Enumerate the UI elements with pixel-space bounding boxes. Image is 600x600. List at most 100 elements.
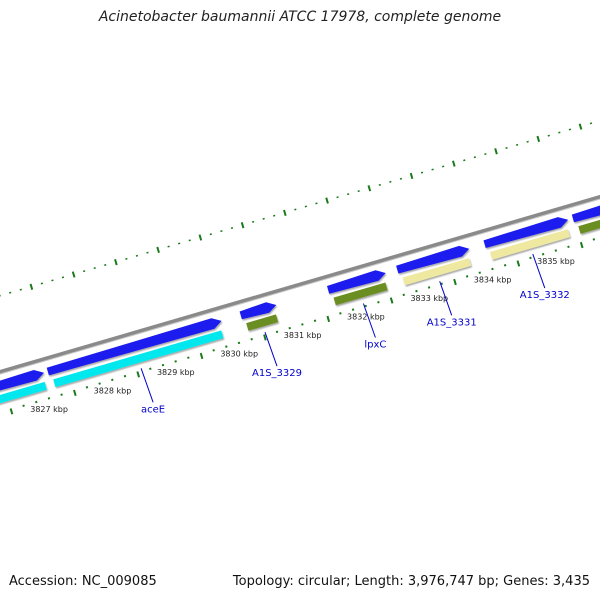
scale-tick-mark [47, 397, 51, 400]
gene-leader-line [439, 281, 453, 316]
gene-label: aceE [141, 404, 165, 415]
outer-tick-mark [451, 160, 456, 167]
backbone-highlight [0, 198, 600, 375]
gene-leader-line [264, 332, 278, 367]
scale-tick-mark [478, 271, 482, 274]
backbone-ring [0, 194, 600, 375]
scale-tick-mark [491, 267, 494, 271]
gene-label: A1S_3331 [427, 317, 477, 328]
cds-arrow [239, 302, 277, 320]
scale-tick-mark [529, 256, 532, 260]
scale-tick-label: 3830 kbp [220, 349, 258, 358]
scale-tick-mark [503, 264, 507, 267]
scale-tick-mark [111, 378, 114, 382]
gene-leader-line [140, 368, 154, 403]
scale-tick-mark [541, 252, 545, 256]
scale-tick-mark [275, 330, 279, 334]
outer-tick-mark [240, 222, 245, 229]
scale-tick-mark [212, 349, 215, 352]
scale-tick-label: 3834 kbp [474, 276, 512, 285]
scale-tick-mark [73, 389, 77, 397]
scale-tick-mark [415, 289, 418, 293]
cds-arrow [571, 205, 600, 223]
scale-tick-mark [136, 371, 140, 378]
outer-tick-mark [283, 209, 287, 217]
cds-arrow [327, 270, 386, 294]
outer-tick-mark [198, 234, 203, 241]
outer-tick-mark [409, 172, 414, 180]
scale-tick-mark [351, 308, 355, 311]
scale-tick-mark [9, 408, 14, 415]
backbone-line [0, 194, 600, 375]
scale-tick-mark [339, 312, 342, 315]
scale-tick-label: 3833 kbp [410, 294, 448, 303]
scale-tick-mark [377, 301, 380, 304]
outer-tick-mark [536, 135, 541, 143]
scale-tick-label: 3828 kbp [94, 386, 132, 395]
scale-tick-mark [301, 323, 304, 326]
scale-tick-label: 3829 kbp [157, 368, 195, 377]
gene-leader-line [532, 253, 546, 289]
cds-arrow [396, 245, 470, 274]
gene-leader-line [362, 303, 376, 338]
cog-block [0, 381, 47, 404]
scale-tick-ring [9, 238, 596, 415]
scale-tick-mark [123, 374, 127, 378]
scale-tick-mark [288, 326, 291, 330]
scale-tick-mark [149, 367, 152, 371]
cds-arrow [483, 217, 569, 248]
scale-tick-label: 3831 kbp [284, 331, 322, 340]
label-layer: 3827 kbp 3828 kbp 3829 kbp 3830 kbp 3831 kbp… [30, 253, 575, 415]
cog-block [578, 219, 600, 234]
scale-tick-mark [427, 286, 431, 289]
scale-tick-mark [22, 404, 25, 407]
outer-tick-mark [494, 148, 498, 155]
gene-label: A1S_3329 [252, 368, 302, 379]
outer-tick-mark [325, 197, 329, 204]
outer-tick-mark [71, 271, 76, 278]
scale-tick-mark [364, 304, 367, 308]
scale-tick-mark [225, 345, 228, 348]
scale-tick-label: 3832 kbp [347, 312, 385, 321]
gene-label: lpxC [364, 340, 386, 351]
outer-tick-mark [578, 123, 583, 130]
scale-tick-mark [389, 297, 394, 304]
scale-tick-mark [440, 282, 444, 286]
scale-tick-mark [35, 400, 38, 404]
scale-tick-mark [237, 341, 241, 345]
map-title: Acinetobacter baumannii ATCC 17978, comp… [98, 9, 502, 25]
scale-tick-mark [187, 356, 190, 359]
scale-tick-mark [402, 293, 405, 297]
topology-text: Topology: circular; Length: 3,976,747 bp… [232, 574, 590, 589]
cog-block [333, 282, 388, 306]
scale-tick-label: 3835 kbp [537, 257, 575, 266]
accession-text: Accession: NC_009085 [9, 574, 157, 589]
scale-tick-mark [567, 245, 570, 249]
outer-tick-mark [367, 185, 372, 192]
outer-tick-mark [29, 283, 34, 290]
scale-tick-mark [199, 352, 204, 360]
feature-ring [0, 205, 600, 404]
cog-block [402, 258, 472, 286]
gene-label: A1S_3332 [520, 290, 570, 301]
scale-tick-mark [579, 241, 584, 249]
scale-tick-mark [250, 337, 253, 341]
scale-tick-mark [60, 393, 63, 396]
scale-tick-mark [326, 315, 331, 323]
scale-tick-mark [592, 238, 596, 241]
cog-block [53, 330, 224, 388]
scale-tick-label: 3827 kbp [30, 405, 68, 414]
cds-arrow [46, 318, 222, 376]
outer-tick-ring [0, 122, 593, 297]
scale-tick-mark [174, 360, 177, 363]
cog-block [246, 314, 279, 331]
scale-tick-mark [263, 334, 267, 341]
scale-tick-mark [161, 363, 165, 367]
scale-tick-mark [554, 249, 558, 252]
scale-tick-mark [516, 260, 521, 267]
scale-tick-mark [465, 275, 469, 278]
outer-tick-mark [114, 258, 118, 266]
scale-tick-mark [85, 386, 89, 389]
cog-block [490, 229, 570, 260]
